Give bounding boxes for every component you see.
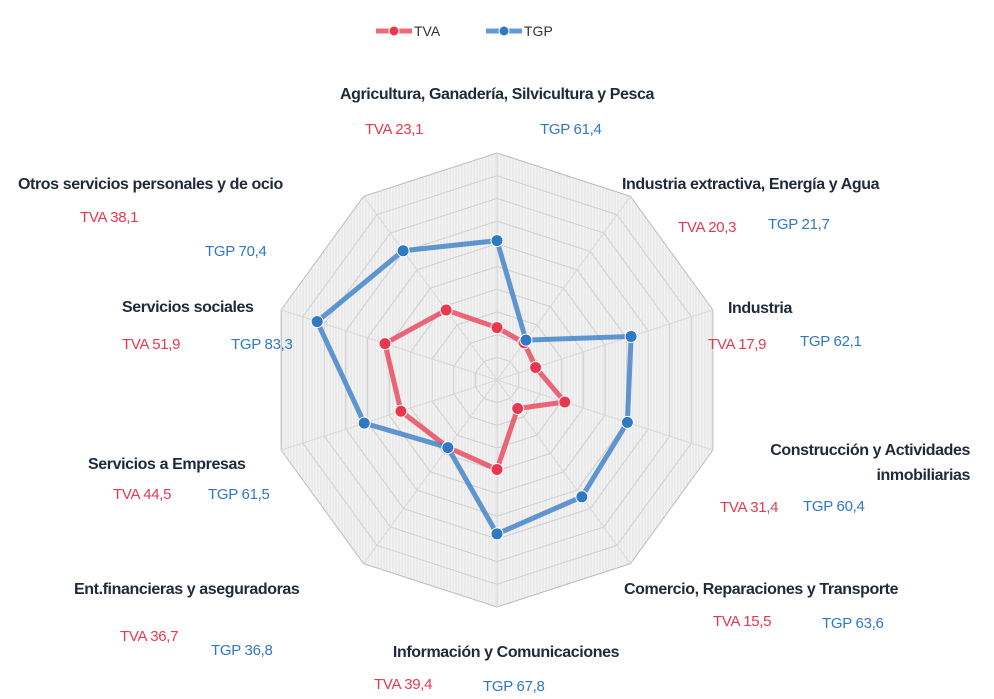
data-label: TGP 70,4 <box>205 243 267 260</box>
data-label: TVA 23,1 <box>365 121 424 138</box>
legend-label: TVA <box>414 23 441 39</box>
category-label: Industria extractiva, Energía y Agua <box>622 176 880 193</box>
series-marker <box>439 303 453 317</box>
legend-marker <box>388 25 400 37</box>
data-label: TGP 62,1 <box>800 333 862 350</box>
series-marker <box>511 401 525 415</box>
series-marker <box>519 333 533 347</box>
data-label: TVA 17,9 <box>708 336 767 353</box>
category-label: Servicios sociales <box>122 299 254 316</box>
series-marker <box>575 490 589 504</box>
category-label: Construcción y Actividades inmobiliarias <box>770 442 970 484</box>
data-label: TGP 67,8 <box>483 678 545 695</box>
series-marker <box>529 360 543 374</box>
category-label: Industria <box>728 300 792 317</box>
category-label: Otros servicios personales y de ocio <box>18 176 283 193</box>
data-label: TGP 61,5 <box>208 486 270 503</box>
data-label: TGP 60,4 <box>803 498 865 515</box>
data-label: TVA 44,5 <box>113 486 172 503</box>
category-label: Comercio, Reparaciones y Transporte <box>624 581 899 598</box>
data-label: TGP 83,3 <box>231 336 293 353</box>
spoke <box>496 379 714 451</box>
series-marker <box>394 404 408 418</box>
legend-marker <box>498 25 510 37</box>
data-label: TVA 15,5 <box>713 613 772 630</box>
category-label: Servicios a Empresas <box>88 456 246 473</box>
series-marker <box>310 315 324 329</box>
category-label: Agricultura, Ganadería, Silvicultura y P… <box>339 86 655 103</box>
data-label: TVA 38,1 <box>80 209 139 226</box>
data-label: TVA 39,4 <box>374 676 433 693</box>
data-label: TGP 63,6 <box>822 615 884 632</box>
spoke <box>496 196 631 381</box>
data-label: TVA 36,7 <box>120 628 179 645</box>
data-label: TVA 51,9 <box>122 336 181 353</box>
series-marker <box>357 416 371 430</box>
series-marker <box>624 329 638 343</box>
series-marker <box>558 395 572 409</box>
series-marker <box>441 441 455 455</box>
spoke <box>363 379 498 564</box>
series-marker <box>378 337 392 351</box>
category-label: Ent.financieras y aseguradoras <box>74 581 300 598</box>
data-label: TGP 21,7 <box>768 216 830 233</box>
series-marker <box>396 244 410 258</box>
data-label: TGP 36,8 <box>211 642 273 659</box>
spoke <box>280 379 498 451</box>
series-marker <box>490 462 504 476</box>
data-label: TVA 20,3 <box>678 219 737 236</box>
category-label: Información y Comunicaciones <box>392 644 620 661</box>
data-label: TVA 31,4 <box>720 499 779 516</box>
series-marker <box>490 527 504 541</box>
spoke <box>363 196 498 381</box>
series-marker <box>620 415 634 429</box>
series-marker <box>490 234 504 248</box>
data-label: TGP 61,4 <box>540 121 602 138</box>
series-marker <box>490 321 504 335</box>
legend-label: TGP <box>524 23 553 39</box>
